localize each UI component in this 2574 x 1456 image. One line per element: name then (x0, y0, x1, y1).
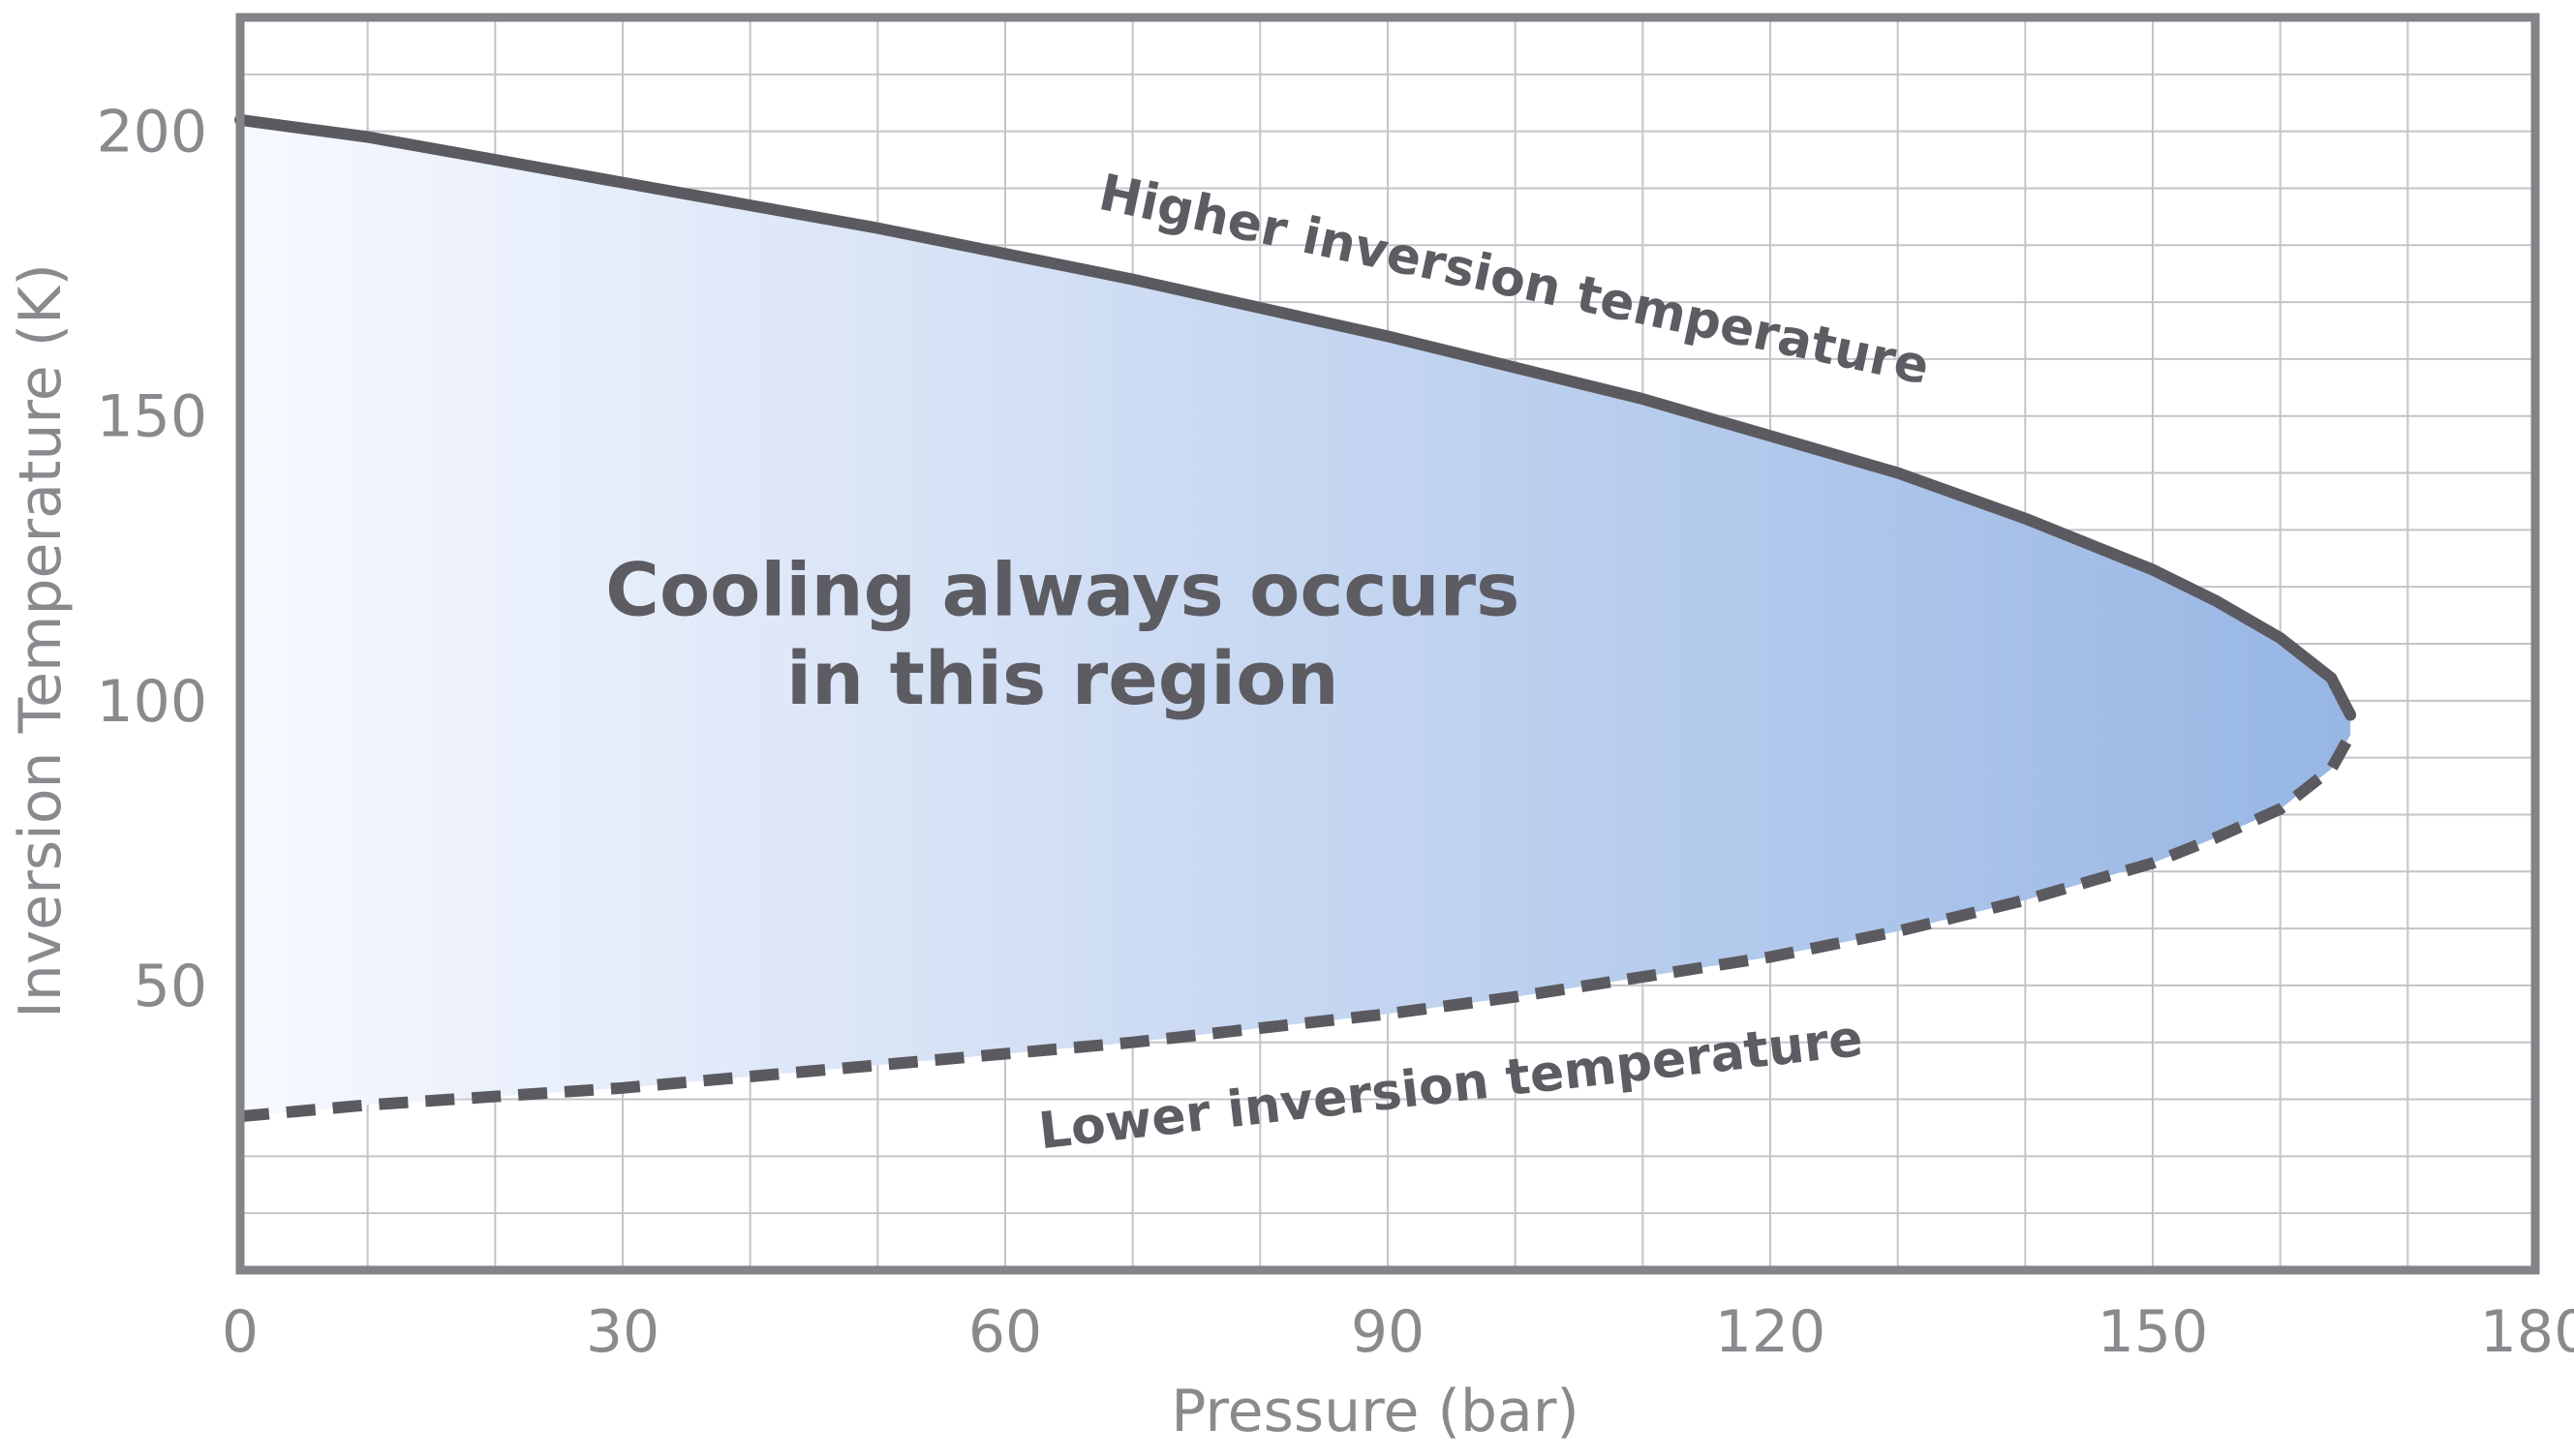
x-axis-label: Pressure (bar) (1171, 1378, 1579, 1445)
x-tick-label: 120 (1715, 1298, 1826, 1366)
x-tick-label: 60 (968, 1298, 1042, 1366)
x-tick-label: 150 (2098, 1298, 2209, 1366)
tick-labels: 0 30 60 90 120 150 180 50 100 150 200 (96, 99, 2574, 1366)
y-tick-label: 50 (134, 953, 207, 1020)
cooling-region-fill (240, 119, 2351, 1117)
x-tick-label: 30 (586, 1298, 659, 1366)
region-annotation-line: in this region (786, 635, 1339, 721)
region-annotation-line: Cooling always occurs (605, 547, 1519, 633)
series-layer (234, 113, 2357, 1123)
y-tick-label: 100 (96, 668, 207, 736)
y-tick-label: 200 (96, 99, 207, 167)
x-tick-label: 0 (222, 1298, 259, 1366)
y-axis-label: Inversion Temperature (K) (7, 263, 75, 1018)
higher-inversion-temperature-line (234, 113, 2357, 721)
plot-frame (235, 13, 2540, 1275)
x-tick-label: 90 (1351, 1298, 1425, 1366)
x-tick-label: 180 (2480, 1298, 2574, 1366)
y-tick-label: 150 (96, 383, 207, 451)
lower-inversion-temperature-line (239, 732, 2356, 1123)
